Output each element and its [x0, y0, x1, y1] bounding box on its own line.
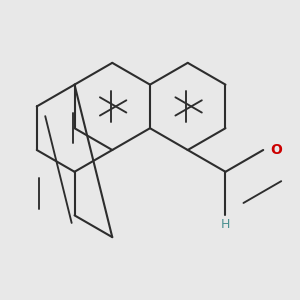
- Text: H: H: [221, 218, 230, 231]
- Text: O: O: [271, 143, 283, 157]
